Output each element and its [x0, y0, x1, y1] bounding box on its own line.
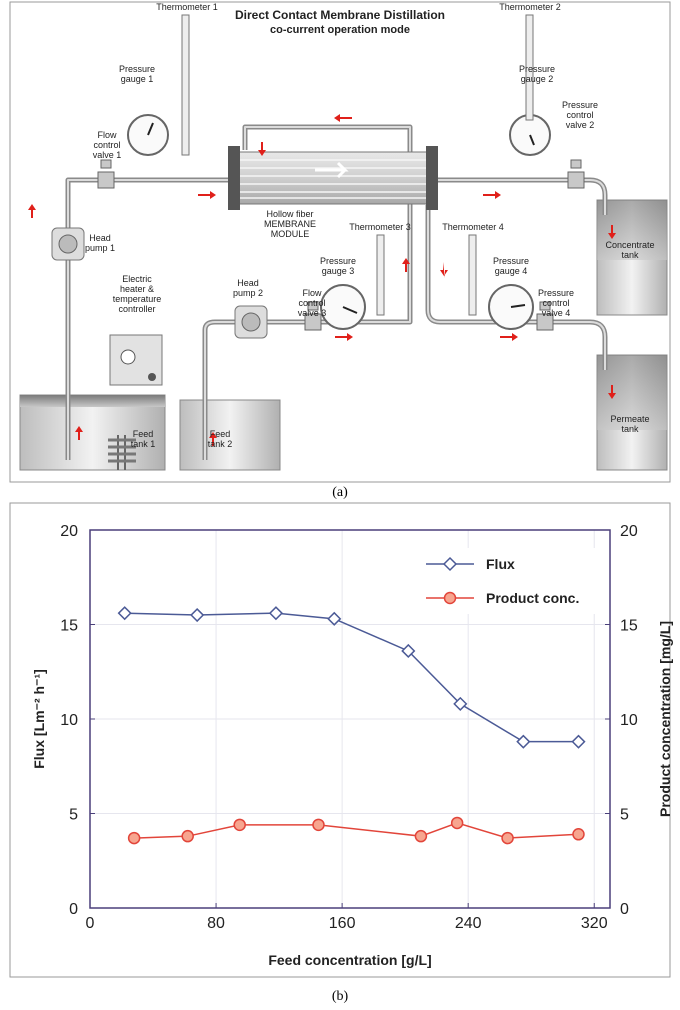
knob [148, 373, 156, 381]
y2-tick-label: 10 [620, 712, 638, 729]
diagram-label: Feed [133, 429, 154, 439]
y-tick-label: 20 [60, 523, 78, 540]
end-cap [228, 146, 240, 210]
y-tick-label: 0 [69, 901, 78, 918]
diagram-label: valve 2 [566, 120, 595, 130]
y2-tick-label: 5 [620, 807, 629, 824]
diagram-label: gauge 4 [495, 266, 528, 276]
y-tick-label: 15 [60, 618, 78, 635]
x-tick-label: 240 [455, 915, 482, 932]
caption: (a) [332, 485, 348, 500]
end-cap [426, 146, 438, 210]
diagram-label: control [542, 298, 569, 308]
caption: (b) [332, 989, 349, 1004]
x-axis-label: Feed concentration [g/L] [268, 952, 431, 968]
diagram-label: gauge 2 [521, 74, 554, 84]
diagram-label: Concentrate [605, 240, 654, 250]
marker [415, 831, 426, 842]
diagram-label: MEMBRANE [264, 219, 316, 229]
diagram-label: Pressure [493, 256, 529, 266]
diagram-label: control [93, 140, 120, 150]
diagram-label: gauge 1 [121, 74, 154, 84]
x-tick-label: 160 [329, 915, 356, 932]
marker [573, 829, 584, 840]
diagram-label: valve 1 [93, 150, 122, 160]
diagram-label: pump 1 [85, 243, 115, 253]
diagram-label: controller [118, 304, 155, 314]
diagram-label: valve 3 [298, 308, 327, 318]
y-tick-label: 10 [60, 712, 78, 729]
legend-marker [445, 593, 456, 604]
diagram-label: valve 4 [542, 308, 571, 318]
diagram-label: Feed [210, 429, 231, 439]
legend-label: Flux [486, 556, 515, 572]
tank-rim [20, 395, 165, 407]
x-tick-label: 80 [207, 915, 225, 932]
legend-label: Product conc. [486, 590, 579, 606]
y2-axis-label: Product concentration [mg/L] [657, 621, 673, 817]
marker [502, 833, 513, 844]
diagram-subtitle: co-current operation mode [270, 24, 410, 36]
diagram-label: tank [621, 250, 639, 260]
diagram-label: Pressure [519, 64, 555, 74]
diagram-label: Flow [97, 130, 117, 140]
diagram-label: Thermometer 4 [442, 222, 504, 232]
marker [313, 819, 324, 830]
setup-diagram: Direct Contact Membrane Distillation co-… [10, 2, 670, 482]
diagram-label: MODULE [271, 229, 310, 239]
diagram-label: Head [89, 233, 111, 243]
diagram-label: pump 2 [233, 288, 263, 298]
figure: Direct Contact Membrane Distillation co-… [0, 0, 680, 1010]
y-axis-label: Flux [Lm⁻² h⁻¹] [31, 669, 47, 769]
diagram-label: tank 2 [208, 439, 233, 449]
marker [234, 819, 245, 830]
x-tick-label: 320 [581, 915, 608, 932]
diagram-label: Permeate [610, 414, 649, 424]
diagram-label: gauge 3 [322, 266, 355, 276]
diagram-label: Pressure [562, 100, 598, 110]
diagram-label: Electric [122, 274, 152, 284]
x-tick-label: 0 [86, 915, 95, 932]
y2-tick-label: 0 [620, 901, 629, 918]
diagram-label: tank [621, 424, 639, 434]
diagram-label: heater & [120, 284, 154, 294]
diagram-label: Pressure [119, 64, 155, 74]
diagram-label: control [298, 298, 325, 308]
diagram-label: Pressure [538, 288, 574, 298]
diagram-label: Hollow fiber [266, 209, 313, 219]
diagram-label: Pressure [320, 256, 356, 266]
y2-tick-label: 20 [620, 523, 638, 540]
diagram-title: Direct Contact Membrane Distillation [235, 8, 445, 22]
y2-tick-label: 15 [620, 618, 638, 635]
marker [182, 831, 193, 842]
y-tick-label: 5 [69, 807, 78, 824]
diagram-label: tank 1 [131, 439, 156, 449]
diagram-label: control [566, 110, 593, 120]
diagram-label: Thermometer 2 [499, 2, 561, 12]
pump-rotor [59, 235, 77, 253]
diagram-label: Thermometer 1 [156, 2, 218, 12]
marker [129, 833, 140, 844]
diagram-label: Thermometer 3 [349, 222, 411, 232]
dial [121, 350, 135, 364]
diagram-label: temperature [113, 294, 162, 304]
diagram-label: Flow [302, 288, 322, 298]
marker [452, 817, 463, 828]
diagram-label: Head [237, 278, 259, 288]
pump-rotor [242, 313, 260, 331]
